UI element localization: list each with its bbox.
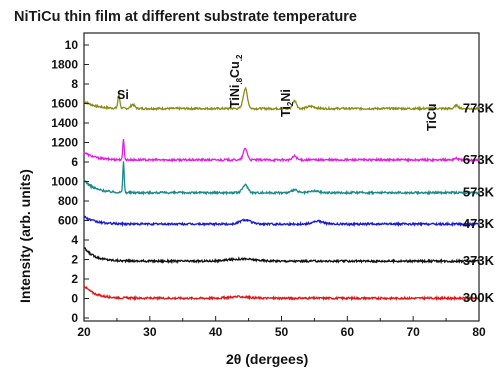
series-labels: 773K 673K 573K 473K 373K 300K xyxy=(463,101,495,306)
x-tick-label: 30 xyxy=(143,325,157,339)
y-tick-label: 2 xyxy=(71,272,78,286)
y-tick-label: 1400 xyxy=(51,116,78,130)
series-line-673K xyxy=(83,138,480,163)
y-tick-label: 4 xyxy=(71,233,78,247)
y-tick-label: 1200 xyxy=(51,136,78,150)
y-tick-label: 600 xyxy=(58,214,78,228)
y-axis-label: Intensity (arb. units) xyxy=(17,169,33,303)
x-tick-label: 50 xyxy=(275,325,289,339)
series-line-473K xyxy=(83,215,480,228)
series-label-300K: 300K xyxy=(463,290,495,305)
annotation-si: Si xyxy=(117,88,129,102)
y-axis: 0 0 2 2 4 600 800 1000 6 1200 1400 1600 8 1800 10 xyxy=(51,38,89,325)
y-tick-label: 6 xyxy=(71,155,78,169)
y-tick-label: 8 xyxy=(71,77,78,91)
series-line-300K xyxy=(83,284,480,302)
y-tick-label: 0 xyxy=(71,311,78,325)
plot-frame xyxy=(83,32,480,322)
x-tick-label: 70 xyxy=(406,325,420,339)
x-tick-label: 60 xyxy=(341,325,355,339)
series-line-773K xyxy=(83,86,480,112)
y-tick-label: 2 xyxy=(71,253,78,267)
series-line-373K xyxy=(83,247,480,265)
x-tick-label: 40 xyxy=(209,325,223,339)
peak-annotations: Si TiNi.8Cu.2 Ti2Ni TiCu xyxy=(117,54,439,131)
x-tick-label: 80 xyxy=(472,325,486,339)
x-axis: 20 30 40 50 60 70 80 xyxy=(77,316,486,339)
x-axis-label: 2θ (dergees) xyxy=(226,351,308,367)
chart-title: NiTiCu thin film at different substrate … xyxy=(14,9,357,25)
series-label-373K: 373K xyxy=(463,253,495,268)
series-layer xyxy=(83,86,480,302)
series-label-773K: 773K xyxy=(463,101,495,116)
x-tick-label: 20 xyxy=(77,325,91,339)
annotation-ti2ni: Ti2Ni xyxy=(279,89,295,117)
y-tick-label: 1800 xyxy=(51,58,78,72)
series-line-573K xyxy=(83,161,480,196)
y-tick-label: 1000 xyxy=(51,175,78,189)
y-tick-label: 0 xyxy=(71,292,78,306)
y-tick-label: 800 xyxy=(58,194,78,208)
plot-border xyxy=(83,32,480,322)
series-label-573K: 573K xyxy=(463,185,495,200)
y-tick-label: 10 xyxy=(65,38,79,52)
series-label-473K: 473K xyxy=(463,216,495,231)
annotation-ticu: TiCu xyxy=(425,103,439,131)
annotation-tinicu: TiNi.8Cu.2 xyxy=(228,54,244,108)
y-tick-label: 1600 xyxy=(51,97,78,111)
series-label-673K: 673K xyxy=(463,152,495,167)
